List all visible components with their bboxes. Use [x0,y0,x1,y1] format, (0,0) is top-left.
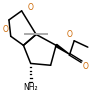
Polygon shape [55,44,70,54]
Text: NH₂: NH₂ [23,83,38,92]
Text: O: O [67,30,73,39]
Text: O: O [2,25,8,33]
Text: O: O [28,3,34,12]
Text: O: O [82,62,88,71]
